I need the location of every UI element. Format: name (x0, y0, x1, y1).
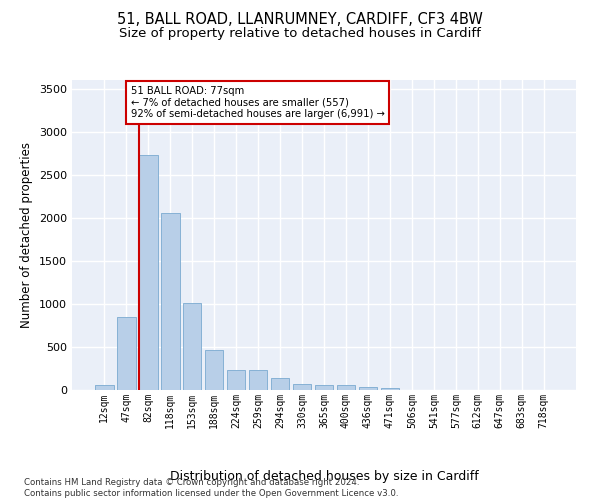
Bar (359, 388, 377, 390)
Bar (380, 388, 399, 390)
Y-axis label: Number of detached properties: Number of detached properties (20, 142, 34, 328)
Bar (183, 303, 202, 390)
Bar (95, 385, 113, 390)
Bar (205, 350, 223, 390)
Bar (293, 384, 311, 390)
Bar (249, 370, 268, 390)
Bar (227, 370, 245, 390)
Bar (337, 386, 355, 390)
Text: Size of property relative to detached houses in Cardiff: Size of property relative to detached ho… (119, 28, 481, 40)
Text: 51 BALL ROAD: 77sqm
← 7% of detached houses are smaller (557)
92% of semi-detach: 51 BALL ROAD: 77sqm ← 7% of detached hou… (131, 86, 385, 119)
Bar (139, 155, 158, 390)
Text: 51, BALL ROAD, LLANRUMNEY, CARDIFF, CF3 4BW: 51, BALL ROAD, LLANRUMNEY, CARDIFF, CF3 … (117, 12, 483, 28)
Bar (117, 317, 136, 390)
Text: Contains HM Land Registry data © Crown copyright and database right 2024.
Contai: Contains HM Land Registry data © Crown c… (24, 478, 398, 498)
X-axis label: Distribution of detached houses by size in Cardiff: Distribution of detached houses by size … (170, 470, 478, 482)
Bar (314, 386, 334, 390)
Bar (161, 212, 179, 390)
Bar (271, 378, 289, 390)
